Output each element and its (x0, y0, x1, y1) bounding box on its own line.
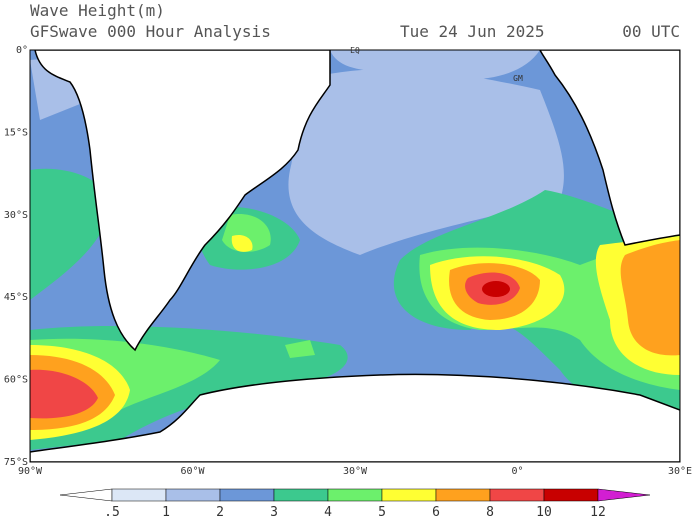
lat-label: 30°S (4, 210, 28, 221)
colorbar-label: 10 (536, 505, 552, 520)
lat-label: 0° (16, 45, 28, 56)
lon-label: 0° (511, 466, 523, 477)
title: Wave Height(m) (30, 1, 165, 20)
lat-label: 45°S (4, 292, 28, 303)
colorbar-label: 1 (162, 505, 170, 520)
colorbar-label: 6 (432, 505, 440, 520)
colorbar-segment (543, 488, 599, 502)
colorbar-label: .5 (104, 505, 120, 520)
date: Tue 24 Jun 2025 (400, 22, 545, 41)
colorbar-label: 2 (216, 505, 224, 520)
colorbar-arrow (59, 488, 113, 502)
map-frame (29, 49, 681, 463)
colorbar-segment (273, 488, 329, 502)
subtitle: GFSwave 000 Hour Analysis (30, 22, 271, 41)
colorbar-segment (489, 488, 545, 502)
colorbar-segment (435, 488, 491, 502)
lon-label: 60°W (180, 466, 205, 477)
colorbar-segment (111, 488, 167, 502)
colorbar-segment (327, 488, 383, 502)
colorbar-arrow (597, 488, 651, 502)
equator-label: EQ (350, 46, 360, 55)
land (30, 50, 680, 462)
light-region (30, 50, 680, 462)
darkred-region (482, 281, 510, 297)
red-region (30, 272, 520, 419)
lat-label: 60°S (4, 375, 28, 386)
lon-label: 90°W (18, 466, 43, 477)
lat-label: 15°S (4, 127, 28, 138)
meridian-label: GM (513, 74, 523, 83)
lat-label: 75°S (4, 457, 28, 468)
time: 00 UTC (622, 22, 680, 41)
colorbar-segment (219, 488, 275, 502)
colorbar-segment (165, 488, 221, 502)
colorbar-segment (381, 488, 437, 502)
map (30, 50, 680, 462)
colorbar-label: 4 (324, 505, 332, 520)
lon-label: 30°W (343, 466, 368, 477)
colorbar-label: 5 (378, 505, 386, 520)
colorbar-label: 8 (486, 505, 494, 520)
lon-label: 30°E (668, 466, 692, 477)
colorbar-label: 12 (590, 505, 606, 520)
colorbar-label: 3 (270, 505, 278, 520)
